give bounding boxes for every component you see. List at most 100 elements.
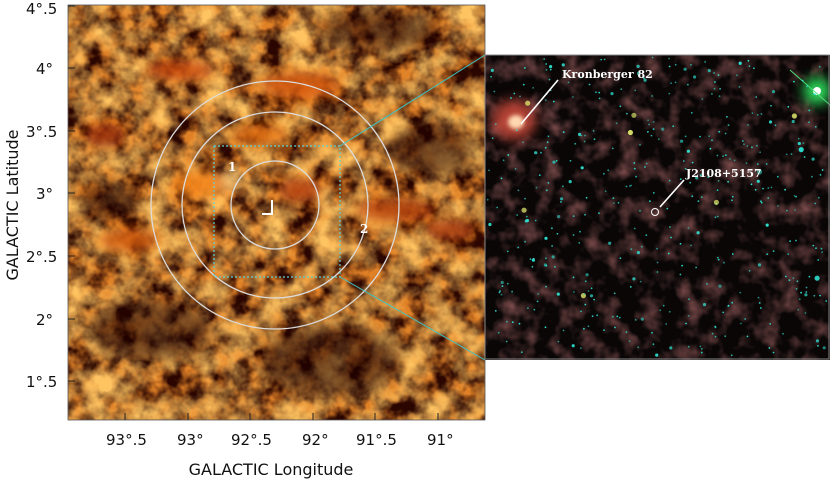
star	[765, 223, 769, 227]
star	[556, 232, 559, 235]
star	[739, 63, 742, 65]
star	[719, 88, 721, 90]
star	[695, 176, 699, 180]
star	[498, 291, 501, 294]
star	[798, 147, 804, 153]
star	[633, 227, 636, 230]
star	[794, 209, 796, 211]
star	[724, 132, 727, 135]
star	[626, 112, 628, 115]
star	[635, 175, 637, 178]
star	[636, 64, 640, 68]
star	[669, 346, 673, 350]
star	[746, 145, 749, 147]
star	[717, 258, 720, 261]
star	[650, 134, 653, 137]
star	[740, 322, 742, 325]
star	[707, 69, 711, 73]
star	[757, 296, 760, 299]
star	[743, 143, 745, 146]
star	[652, 192, 655, 194]
star	[608, 241, 612, 245]
star	[636, 251, 641, 255]
star	[584, 280, 587, 283]
kronberger-82-label: Kronberger 82	[562, 68, 653, 81]
star	[713, 72, 715, 74]
star	[549, 65, 553, 69]
star	[787, 105, 790, 108]
inset-nebulosity	[485, 55, 830, 360]
star	[493, 90, 496, 93]
star	[639, 143, 641, 146]
star	[819, 174, 822, 176]
star	[791, 113, 798, 119]
star	[544, 326, 547, 329]
star	[547, 182, 550, 184]
star	[547, 135, 550, 138]
star	[614, 326, 616, 329]
star	[580, 134, 583, 137]
star	[632, 277, 636, 281]
star	[546, 141, 549, 144]
star	[790, 153, 793, 156]
star	[589, 294, 594, 298]
star	[747, 124, 749, 126]
star	[567, 81, 570, 84]
star	[784, 188, 786, 191]
star	[580, 293, 587, 299]
star	[774, 124, 777, 127]
star	[782, 332, 784, 335]
star	[490, 68, 494, 72]
star	[812, 244, 815, 247]
star	[562, 185, 564, 188]
map-ticks	[68, 5, 439, 420]
star	[524, 67, 526, 69]
star	[736, 74, 738, 77]
star	[649, 200, 651, 203]
star	[549, 68, 552, 71]
star	[532, 87, 535, 89]
star	[497, 331, 500, 334]
star	[544, 146, 547, 149]
star	[804, 312, 807, 314]
star	[788, 279, 791, 282]
x-tick-label: 93°	[177, 431, 204, 449]
star	[590, 287, 593, 290]
star	[750, 183, 753, 186]
star	[522, 141, 524, 144]
star	[818, 65, 821, 68]
star	[672, 125, 675, 128]
star	[607, 169, 610, 172]
star	[817, 259, 820, 261]
star	[645, 234, 648, 237]
star	[670, 82, 672, 85]
y-tick-label: 2°.5	[26, 248, 57, 266]
star	[777, 205, 779, 207]
star	[656, 271, 659, 273]
star	[496, 206, 499, 209]
star	[714, 326, 717, 329]
star	[640, 317, 644, 321]
star	[545, 285, 547, 288]
star	[711, 332, 714, 335]
star	[785, 209, 788, 212]
star	[756, 163, 759, 166]
star	[585, 273, 589, 277]
star	[713, 199, 720, 205]
star	[535, 186, 538, 189]
star	[687, 83, 689, 86]
star	[603, 329, 605, 331]
star	[571, 344, 575, 348]
star	[616, 315, 619, 318]
star	[502, 159, 505, 162]
x-axis-title: GALACTIC Longitude	[189, 460, 354, 479]
star	[595, 91, 597, 94]
star	[574, 142, 577, 145]
star	[820, 247, 823, 250]
star	[562, 329, 565, 332]
star	[516, 214, 519, 216]
star	[555, 160, 558, 162]
star	[598, 97, 601, 100]
region-label-2: 2	[360, 222, 368, 236]
star	[731, 301, 734, 304]
